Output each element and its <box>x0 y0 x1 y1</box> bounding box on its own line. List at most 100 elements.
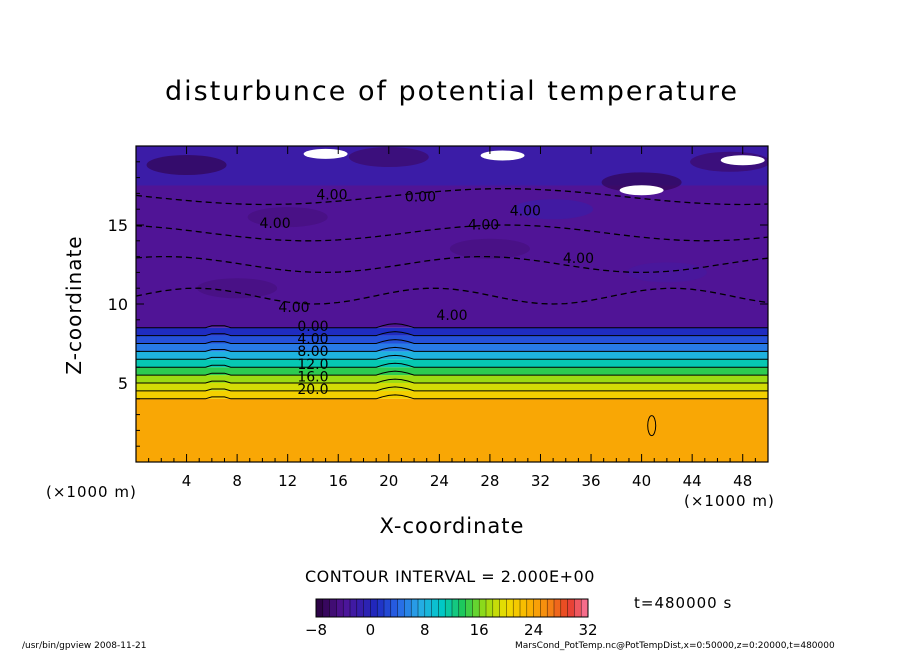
colorbar-cell <box>390 599 398 617</box>
colorbar-cell <box>526 599 534 617</box>
colorbar-cell <box>363 599 371 617</box>
colorbar-cell <box>397 599 405 617</box>
colorbar-cell <box>384 599 392 617</box>
contour-label: 4.00 <box>563 251 594 267</box>
chart-title: disturbunce of potential temperature <box>165 76 739 107</box>
colorbar-cell <box>506 599 514 617</box>
x-tick-label: 32 <box>531 472 550 490</box>
contour-line <box>136 331 768 337</box>
field-blob <box>513 199 594 220</box>
colorbar-cell <box>465 599 473 617</box>
field-blob <box>449 238 530 259</box>
x-axis-unit-right: (×1000 m) <box>684 492 775 510</box>
contour-label: 4.00 <box>297 332 328 348</box>
contour-line-negative <box>136 224 768 242</box>
colorbar-cell <box>316 599 324 617</box>
contour-line <box>136 386 768 392</box>
colorbar-cell <box>472 599 480 617</box>
x-tick-label: 28 <box>480 472 499 490</box>
contour-line <box>136 346 768 352</box>
colorbar-cell <box>356 599 364 617</box>
colorbar-cell <box>458 599 466 617</box>
colorbar-cell <box>581 599 589 617</box>
x-tick-label: 40 <box>632 472 651 490</box>
contour-line <box>136 394 768 400</box>
x-tick-label: 48 <box>733 472 752 490</box>
colorbar-tick-label: 16 <box>470 621 489 639</box>
field-layer <box>136 327 768 336</box>
colorbar-cell <box>554 599 562 617</box>
contour-label: 12.0 <box>297 357 328 373</box>
missing-patch <box>303 148 348 159</box>
field-layer <box>136 383 768 391</box>
x-tick-label: 16 <box>329 472 348 490</box>
footer-source: MarsCond_PotTemp.nc@PotTempDist,x=0:5000… <box>515 641 835 651</box>
contour-line <box>136 378 768 384</box>
contour-label: 4.00 <box>259 216 290 232</box>
missing-patch <box>480 150 525 161</box>
field-blob <box>247 207 328 228</box>
y-axis: 5 10 15 <box>108 161 768 447</box>
contour-label: 0.00 <box>297 319 328 335</box>
contour-labels: 0.004.004.00 4.004.004.004.00 4.000.004.00… <box>259 188 594 398</box>
y-tick-label: 15 <box>108 216 128 235</box>
colorbar-cell <box>322 599 330 617</box>
contour-line-negative <box>136 188 768 206</box>
contour-line <box>136 323 768 329</box>
colorbar-tick-label: 0 <box>366 621 376 639</box>
colorbar-cell <box>329 599 337 617</box>
contour-label: 4.00 <box>510 204 541 220</box>
x-axis-label: X-coordinate <box>379 514 525 538</box>
contour-label: 4.00 <box>278 300 309 316</box>
contour-closed <box>647 415 657 437</box>
colorbar-cell <box>438 599 446 617</box>
colorbar-cell <box>520 599 528 617</box>
contour-line <box>136 370 768 376</box>
contour-label: 16.0 <box>297 369 328 385</box>
colorbar-cell <box>560 599 568 617</box>
colorbar-cell <box>567 599 575 617</box>
contour-label: 4.00 <box>436 308 467 324</box>
x-tick-label: 20 <box>379 472 398 490</box>
contour-label: 20.0 <box>297 382 328 398</box>
colorbar-cell <box>533 599 541 617</box>
y-tick-label: 10 <box>108 295 128 314</box>
field-blob <box>146 154 227 175</box>
colorbar-cell <box>370 599 378 617</box>
contour-line-negative <box>136 255 768 274</box>
colorbar-cell <box>540 599 548 617</box>
colorbar-cell <box>492 599 500 617</box>
colorbar-tick-label: −8 <box>305 621 327 639</box>
contour-label: 0.00 <box>405 189 436 205</box>
x-tick-label: 12 <box>278 472 297 490</box>
colorbar-cell <box>343 599 351 617</box>
field-layer <box>136 343 768 352</box>
missing-patch <box>619 185 664 196</box>
colorbar-cell <box>513 599 521 617</box>
missing-patch <box>720 155 765 166</box>
field-layer <box>136 398 768 462</box>
footer-command: /usr/bin/gpview 2008-11-21 <box>22 641 147 651</box>
field-layer <box>136 359 768 368</box>
contour-line <box>136 362 768 368</box>
x-tick-label: 44 <box>683 472 702 490</box>
contour-line-negative <box>136 287 768 305</box>
time-label: t=480000 s <box>634 594 733 612</box>
colorbar-cell <box>486 599 494 617</box>
colorbar-cell <box>499 599 507 617</box>
colorbar-cell <box>404 599 412 617</box>
colorbar-cell <box>547 599 555 617</box>
colorbar-cell <box>574 599 582 617</box>
contour-label: 4.00 <box>316 188 347 204</box>
x-tick-label: 8 <box>232 472 242 490</box>
colorbar-cell <box>479 599 487 617</box>
contour-label: 8.00 <box>297 344 328 360</box>
field-layer <box>136 185 768 328</box>
colorbar-cell <box>431 599 439 617</box>
colorbar-frame <box>315 598 589 618</box>
colorbar-tick-label: 8 <box>420 621 430 639</box>
shaded-field <box>136 146 768 462</box>
contour-lines <box>136 188 768 437</box>
colorbar-cell <box>350 599 358 617</box>
